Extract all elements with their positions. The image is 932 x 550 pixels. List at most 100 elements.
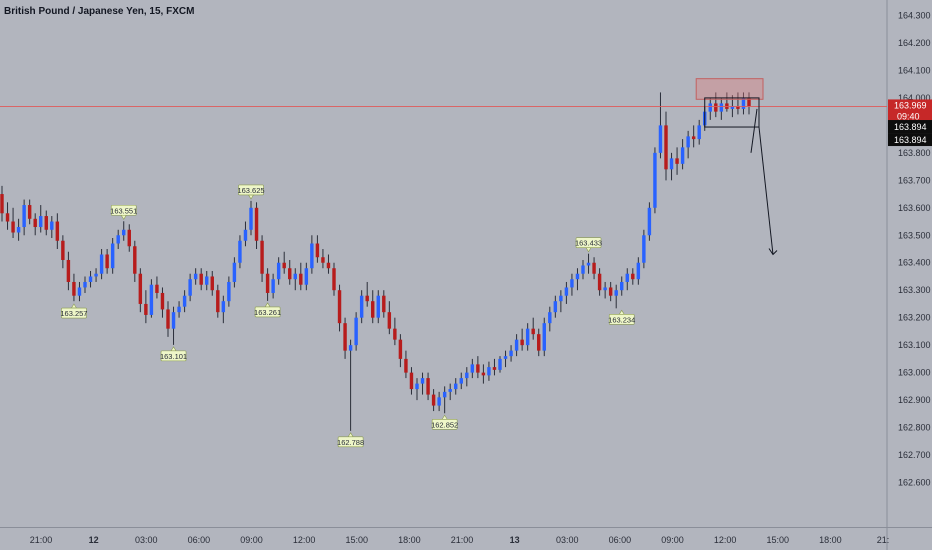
candle-body-128 [708,103,712,112]
candle-body-77 [426,378,430,395]
candle-body-44 [243,229,248,241]
candle-body-14 [77,287,82,296]
candle-body-66 [365,295,369,302]
candle-body-32 [177,306,181,313]
candle-body-119 [658,125,663,153]
candle-body-31 [171,312,176,329]
candle-body-97 [537,334,541,351]
annotation-label-7: 163.433 [575,239,602,248]
x-tick-label-2: 03:00 [135,535,158,545]
candle-body-42 [232,262,237,282]
annotation-label-4: 163.261 [254,308,281,317]
consolidation-box [704,97,760,128]
candle-body-53 [293,273,297,280]
candle-body-134 [741,97,746,109]
candle-body-9 [50,221,54,230]
candle-body-8 [44,216,48,230]
candle-body-81 [448,389,452,392]
candle-body-47 [260,240,264,274]
candle-body-84 [465,372,469,379]
candle-body-19 [105,254,109,269]
candle-body-21 [116,235,120,244]
projection-small-line [750,108,758,153]
candle-body-57 [315,243,320,258]
candle-body-85 [470,364,475,373]
x-tick-label-9: 13 [510,535,520,545]
candle-body-1 [5,213,10,222]
candle-body-98 [542,323,546,351]
y-tick-label-9: 163.400 [898,258,931,268]
candle-body-69 [382,295,386,313]
candle-body-39 [216,290,220,313]
candle-body-130 [719,103,724,112]
candle-body-102 [564,287,569,296]
candle-body-25 [138,273,143,304]
x-tick-label-15: 18:00 [819,535,842,545]
candle-body-61 [337,290,342,324]
x-tick-label-1: 12 [89,535,99,545]
candle-body-75 [415,383,419,390]
candle-body-2 [11,221,15,233]
candle-body-0 [0,194,4,214]
candle-body-28 [155,284,159,293]
candle-body-82 [454,383,458,390]
candle-body-50 [276,262,281,280]
candle-body-12 [66,259,71,282]
candle-body-109 [603,287,607,291]
candle-body-108 [597,273,602,291]
candle-body-107 [592,262,596,274]
candle-body-132 [730,106,735,109]
candle-body-46 [254,207,259,241]
annotation-box-0 [110,204,137,216]
candle-body-120 [664,125,668,170]
candle-body-62 [343,323,347,351]
candle-body-59 [326,262,331,269]
candle-body-93 [514,339,519,351]
candle-body-94 [520,339,524,346]
candle-body-24 [133,246,137,274]
extra-price-label-0: 163.894 [894,122,927,132]
candle-body-116 [642,235,646,263]
supply-zone [695,78,764,100]
candle-body-4 [22,205,26,228]
annotation-pointer-3 [247,194,255,200]
x-tick-label-10: 03:00 [556,535,579,545]
annotation-pointer-0 [120,214,127,220]
candle-body-125 [691,136,696,140]
chart-title: British Pound / Japanese Yen, 15, FXCM [4,6,195,17]
candle-body-95 [525,328,530,346]
candle-body-45 [249,207,253,230]
extra-price-tag-1 [888,133,932,147]
x-tick-label-11: 06:00 [609,535,632,545]
candle-body-40 [221,301,226,313]
candle-body-6 [33,218,37,228]
x-tick-label-14: 15:00 [766,535,789,545]
candle-body-38 [210,276,214,291]
candle-body-23 [127,229,131,247]
candle-body-63 [348,345,353,351]
candle-body-86 [476,364,480,373]
candle-body-54 [299,273,303,285]
candle-body-58 [321,257,325,263]
candle-body-89 [492,367,497,370]
y-tick-label-16: 162.700 [898,450,931,460]
candle-body-115 [636,262,641,280]
candle-body-34 [188,279,192,296]
candle-body-3 [16,227,21,233]
candle-body-90 [498,358,502,370]
candle-body-91 [503,356,508,359]
annotation-pointer-5 [347,432,354,438]
candle-body-20 [110,243,115,269]
candle-body-78 [431,394,436,406]
annotation-pointer-8 [618,309,625,315]
candle-body-112 [620,281,624,291]
projection-arrow-head [768,248,778,256]
y-tick-label-5: 163.800 [898,148,931,158]
annotation-box-2 [160,350,187,362]
candle-body-16 [88,276,93,282]
price-axis-panel [887,0,932,550]
candle-body-105 [581,265,585,274]
candle-body-26 [144,303,148,315]
candle-body-123 [680,147,685,164]
